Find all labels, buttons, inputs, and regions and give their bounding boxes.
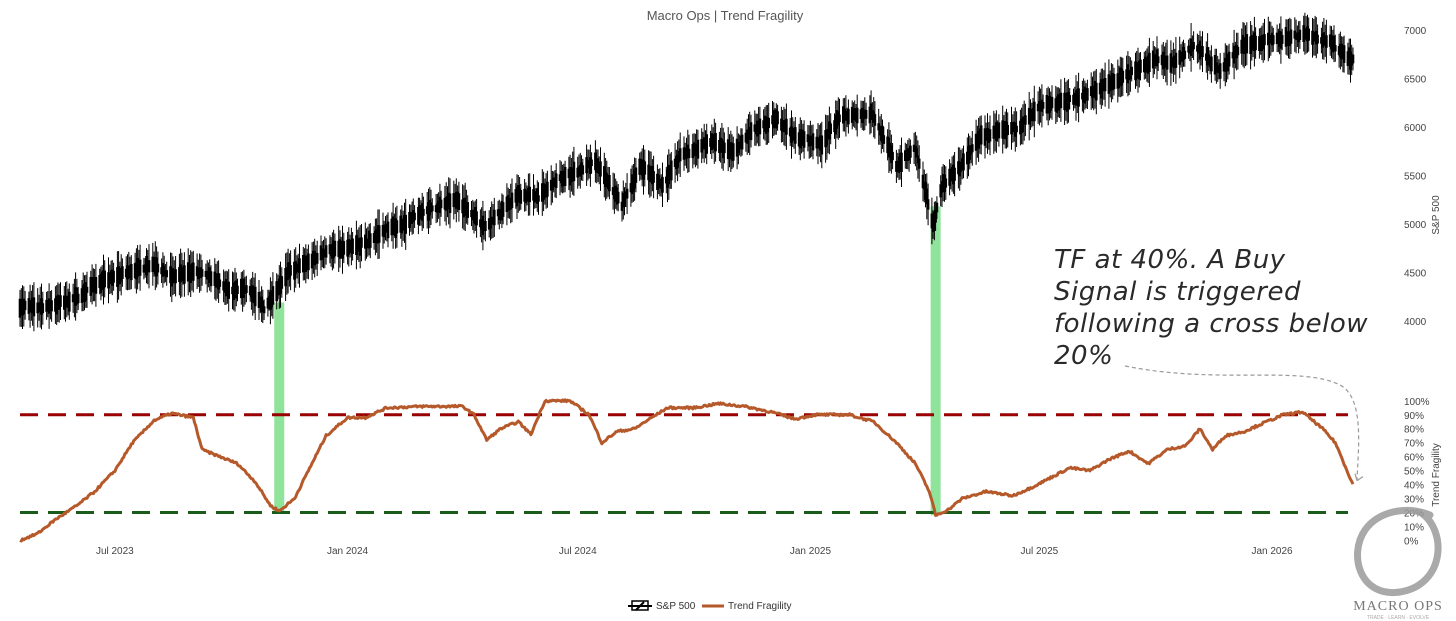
y-tick-label-trend-fragility: 10% xyxy=(1404,522,1424,533)
y-tick-label-sp500: 5000 xyxy=(1404,220,1427,231)
annotation-line-3: following a cross below xyxy=(1054,309,1368,339)
threshold-lines xyxy=(20,413,1348,515)
series-trend-fragility xyxy=(19,398,1355,543)
y-tick-label-trend-fragility: 40% xyxy=(1404,481,1424,492)
y-axis-sp500: 4000 4500 5000 5500 6000 6500 7000 xyxy=(1404,26,1427,328)
logo-text: MACRO OPS xyxy=(1353,599,1443,614)
x-tick-label: Jan 2025 xyxy=(790,546,832,557)
chart-title: Macro Ops | Trend Fragility xyxy=(647,8,804,23)
annotation-arrowhead xyxy=(1354,473,1364,482)
x-tick-label: Jul 2023 xyxy=(96,546,134,557)
annotation-line-2: Signal is triggered xyxy=(1054,277,1301,307)
y-tick-label-trend-fragility: 0% xyxy=(1404,536,1419,547)
y-tick-label-sp500: 5500 xyxy=(1404,171,1427,182)
y-tick-label-sp500: 6000 xyxy=(1404,123,1427,134)
y-axis-label-sp500: S&P 500 xyxy=(1431,195,1442,235)
series-sp500 xyxy=(18,12,1355,332)
y-axis-trend-fragility: 0%10%20%30%40%50%60%70%80%90%100% xyxy=(1404,397,1430,548)
legend-swatch-sp500-mark xyxy=(628,601,652,611)
legend[interactable]: S&P 500 Trend Fragility xyxy=(628,600,792,612)
y-tick-label-trend-fragility: 90% xyxy=(1404,411,1424,422)
y-tick-label-trend-fragility: 50% xyxy=(1404,467,1424,478)
x-tick-label: Jan 2026 xyxy=(1251,546,1293,557)
y-tick-label-sp500: 7000 xyxy=(1404,26,1427,37)
legend-item-sp500[interactable]: S&P 500 xyxy=(656,601,696,612)
annotation-arrow xyxy=(1124,365,1360,481)
trend-fragility-line xyxy=(19,398,1355,543)
y-axis-label-trend-fragility: Trend Fragility xyxy=(1431,443,1442,507)
y-tick-label-trend-fragility: 70% xyxy=(1404,439,1424,450)
y-tick-label-trend-fragility: 100% xyxy=(1404,397,1430,408)
highlight-bars xyxy=(274,206,941,516)
annotation-line-1: TF at 40%. A Buy xyxy=(1054,245,1286,275)
highlight-bar-2 xyxy=(930,206,941,516)
logo-tagline: TRADE · LEARN · EVOLVE xyxy=(1367,615,1430,621)
y-tick-label-trend-fragility: 80% xyxy=(1404,425,1424,436)
y-tick-label-sp500: 4500 xyxy=(1404,268,1427,279)
x-tick-label: Jul 2025 xyxy=(1020,546,1058,557)
annotation-line-4: 20% xyxy=(1054,341,1113,371)
highlight-bar-1 xyxy=(274,302,285,513)
sp500-candles xyxy=(18,25,1355,318)
x-axis: Jul 2023 Jan 2024 Jul 2024 Jan 2025 Jul 2025… xyxy=(96,546,1293,557)
y-tick-label-sp500: 4000 xyxy=(1404,317,1427,328)
x-tick-label: Jul 2024 xyxy=(559,546,597,557)
legend-item-trend-fragility[interactable]: Trend Fragility xyxy=(728,601,792,612)
y-tick-label-trend-fragility: 60% xyxy=(1404,453,1424,464)
x-tick-label: Jan 2024 xyxy=(327,546,369,557)
logo-swirl-icon xyxy=(1354,506,1442,596)
y-tick-label-trend-fragility: 30% xyxy=(1404,495,1424,506)
y-tick-label-sp500: 6500 xyxy=(1404,74,1427,85)
